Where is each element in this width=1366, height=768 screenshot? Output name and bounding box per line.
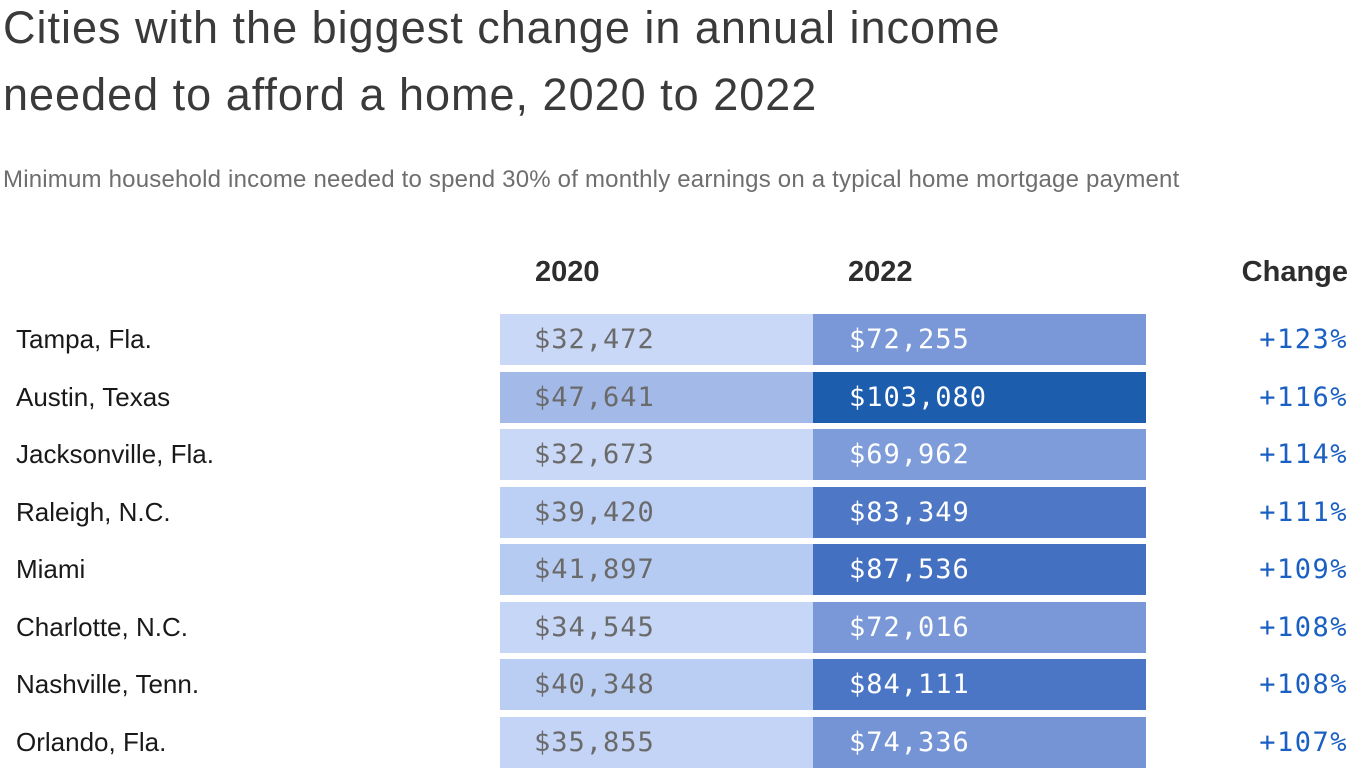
change-value: +108% [1259,669,1348,700]
chart-title-line-2: needed to afford a home, 2020 to 2022 [3,69,818,120]
column-header-change: Change [1241,256,1348,288]
value-cell-2022: $84,111 [813,659,1146,710]
value-cell-2022: $72,255 [813,314,1146,365]
change-value: +111% [1259,496,1348,528]
value-cell-2022: $103,080 [813,371,1146,423]
value-cell-2022: $69,962 [813,429,1146,480]
change-value: +116% [1259,381,1348,413]
chart-title: Cities with the biggest change in annual… [3,0,1263,128]
change-value: +114% [1259,439,1348,470]
value-cell-2020: $47,641 [500,371,813,423]
city-label: Charlotte, N.C. [16,611,188,642]
table-body: Tampa, Fla. $32,472 $72,255 +123% Austin… [0,314,1366,768]
city-label: Miami [16,554,86,584]
city-label: Jacksonville, Fla. [16,439,214,469]
value-cell-2020: $35,855 [500,716,813,768]
value-cell-2022: $72,016 [813,601,1146,653]
table-row-miami: Miami $41,897 $87,536 +109% [0,544,1366,595]
city-label: Orlando, Fla. [16,726,167,757]
city-label: Tampa, Fla. [16,324,152,354]
table-row-raleigh: Raleigh, N.C. $39,420 $83,349 +111% [0,486,1366,538]
change-value: +108% [1259,611,1348,643]
value-cell-2022: $74,336 [813,716,1146,768]
value-cell-2020: $41,897 [500,544,813,595]
city-label: Raleigh, N.C. [16,496,171,527]
change-value: +109% [1259,554,1348,585]
column-header-row: 2020 2022 Change [0,255,1366,289]
table-row-jacksonville: Jacksonville, Fla. $32,673 $69,962 +114% [0,429,1366,480]
value-cell-2020: $40,348 [500,659,813,710]
table-row-nashville: Nashville, Tenn. $40,348 $84,111 +108% [0,659,1366,710]
city-label: Austin, Texas [16,381,171,412]
value-cell-2020: $32,673 [500,429,813,480]
table-row-tampa: Tampa, Fla. $32,472 $72,255 +123% [0,314,1366,365]
city-label: Nashville, Tenn. [16,669,200,699]
column-header-2020: 2020 [535,256,600,288]
chart-subtitle: Minimum household income needed to spend… [3,166,1180,193]
change-value: +123% [1259,324,1348,355]
value-cell-2022: $87,536 [813,544,1146,595]
value-cell-2020: $32,472 [500,314,813,365]
change-value: +107% [1259,726,1348,758]
table-row-charlotte: Charlotte, N.C. $34,545 $72,016 +108% [0,601,1366,653]
table-row-orlando: Orlando, Fla. $35,855 $74,336 +107% [0,716,1366,768]
chart-title-line-1: Cities with the biggest change in annual… [3,2,1001,53]
table-row-austin: Austin, Texas $47,641 $103,080 +116% [0,371,1366,423]
column-header-2022: 2022 [848,256,913,288]
value-cell-2022: $83,349 [813,486,1146,538]
value-cell-2020: $34,545 [500,601,813,653]
value-cell-2020: $39,420 [500,486,813,538]
